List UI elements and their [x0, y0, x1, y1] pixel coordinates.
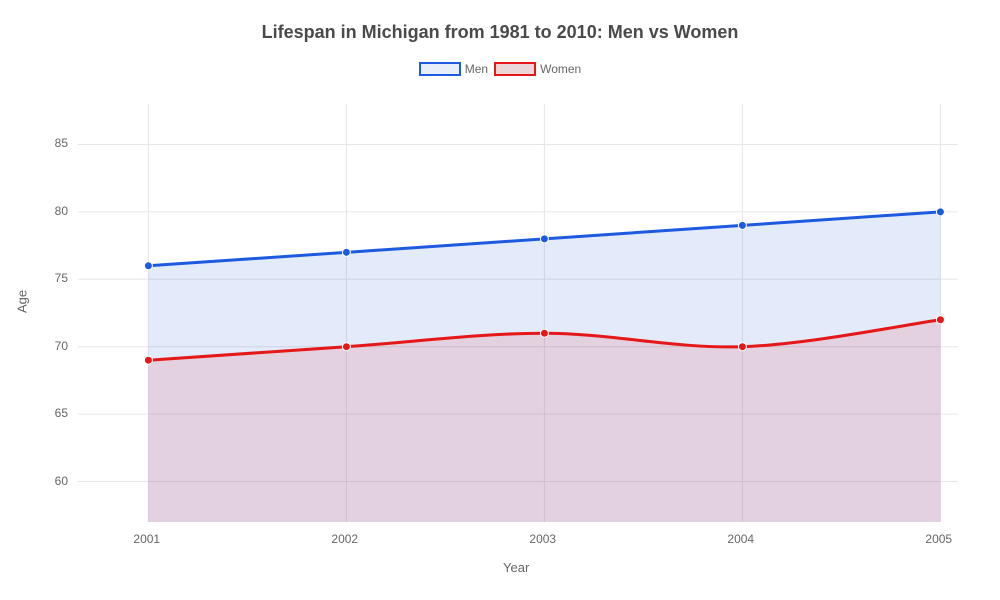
- data-point[interactable]: [540, 329, 548, 337]
- x-tick-label: 2001: [133, 532, 160, 546]
- y-tick-label: 70: [55, 339, 68, 353]
- plot-svg: [78, 104, 958, 522]
- legend-item-women[interactable]: Women: [494, 62, 581, 76]
- data-point[interactable]: [342, 343, 350, 351]
- y-tick-label: 80: [55, 204, 68, 218]
- legend-label-women: Women: [540, 62, 581, 76]
- chart-container: Lifespan in Michigan from 1981 to 2010: …: [0, 0, 1000, 600]
- y-tick-label: 60: [55, 474, 68, 488]
- legend-item-men[interactable]: Men: [419, 62, 488, 76]
- data-point[interactable]: [540, 235, 548, 243]
- x-axis-label: Year: [503, 560, 529, 575]
- y-tick-label: 85: [55, 136, 68, 150]
- chart-legend: Men Women: [0, 62, 1000, 76]
- chart-title: Lifespan in Michigan from 1981 to 2010: …: [0, 22, 1000, 43]
- y-tick-label: 75: [55, 271, 68, 285]
- y-axis-label: Age: [15, 290, 30, 313]
- legend-swatch-men: [419, 62, 461, 76]
- y-tick-label: 65: [55, 406, 68, 420]
- data-point[interactable]: [738, 221, 746, 229]
- plot-area: [78, 104, 958, 522]
- data-point[interactable]: [936, 208, 944, 216]
- x-tick-label: 2004: [727, 532, 754, 546]
- data-point[interactable]: [936, 316, 944, 324]
- legend-label-men: Men: [465, 62, 488, 76]
- data-point[interactable]: [342, 248, 350, 256]
- x-tick-label: 2003: [529, 532, 556, 546]
- data-point[interactable]: [144, 262, 152, 270]
- x-tick-label: 2002: [331, 532, 358, 546]
- data-point[interactable]: [738, 343, 746, 351]
- data-point[interactable]: [144, 356, 152, 364]
- x-tick-label: 2005: [925, 532, 952, 546]
- legend-swatch-women: [494, 62, 536, 76]
